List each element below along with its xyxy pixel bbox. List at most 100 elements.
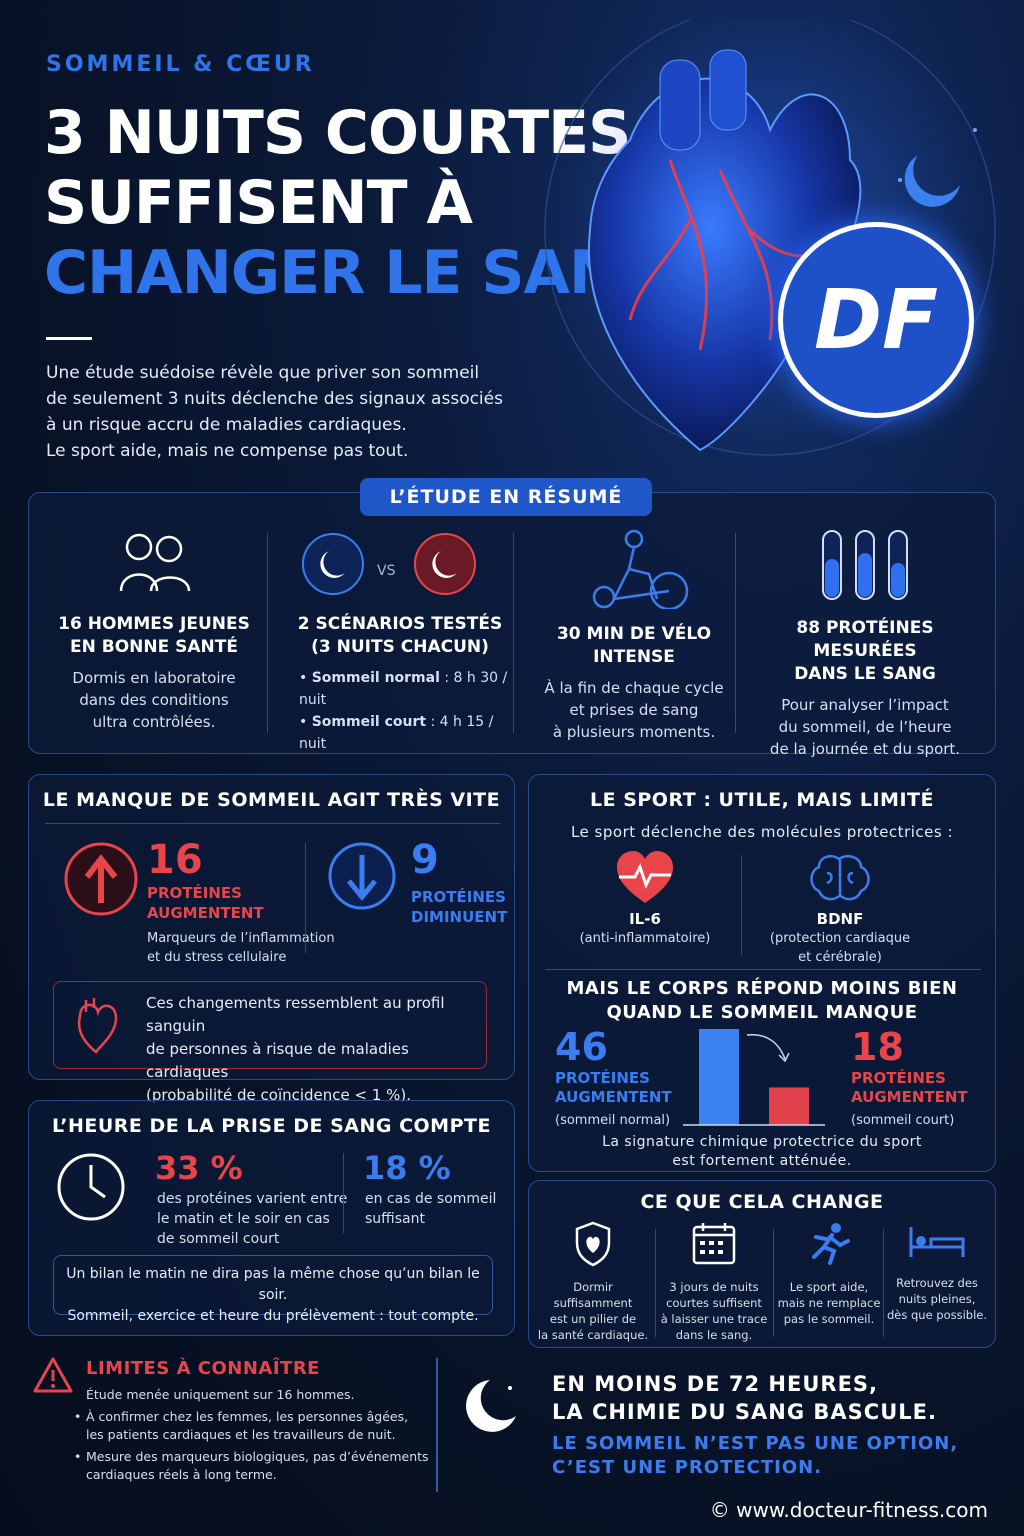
protein-bar-chart bbox=[683, 1029, 825, 1126]
limit-bullet: • Mesure des marqueurs biologiques, pas d… bbox=[74, 1449, 429, 1482]
clock-icon bbox=[57, 1153, 125, 1221]
label-line: AUGMENTENT bbox=[851, 1088, 968, 1106]
text-line: des protéines varient entre bbox=[157, 1191, 348, 1207]
col-desc: et prises de sang bbox=[569, 701, 699, 719]
text-line: courtes suffisent bbox=[666, 1296, 762, 1310]
text-line: Un bilan le matin ne dira pas la même ch… bbox=[66, 1266, 480, 1303]
title-line-2: SUFFISENT À bbox=[44, 168, 473, 238]
section-title: LE MANQUE DE SOMMEIL AGIT TRÈS VITE bbox=[42, 789, 501, 811]
moon-icon bbox=[466, 1380, 516, 1432]
percent-normal-desc: en cas de sommeil suffisant bbox=[365, 1189, 496, 1229]
change-item: Dormir suffisamment est un pilier de la sa… bbox=[537, 1221, 649, 1343]
col-title: 88 PROTÉINES MESURÉES bbox=[796, 618, 934, 661]
moon-icon bbox=[904, 155, 960, 207]
label-line: AUGMENTENT bbox=[555, 1088, 672, 1106]
text-line: dès que possible. bbox=[886, 1308, 988, 1322]
divider bbox=[305, 843, 306, 953]
moon-vs-moon-icon bbox=[302, 533, 476, 595]
text-line: La signature chimique protectrice du spo… bbox=[602, 1134, 922, 1150]
change-items: Dormir suffisamment est un pilier de la sa… bbox=[537, 1221, 989, 1343]
increase-count: 16 bbox=[147, 837, 203, 883]
kicker: SOMMEIL & CŒUR bbox=[46, 52, 315, 77]
molecule-bdnf-desc: (protection cardiaque et cérébrale) bbox=[755, 929, 925, 967]
col-desc: à plusieurs moments. bbox=[552, 723, 716, 741]
change-item: 3 jours de nuits courtes suffisent à laiss… bbox=[659, 1221, 769, 1343]
divider bbox=[436, 1358, 438, 1492]
scenario-value: : 4 h 15 / nuit bbox=[299, 714, 494, 752]
limits-title: LIMITES À CONNAÎTRE bbox=[86, 1358, 320, 1379]
text-line: suffisant bbox=[365, 1211, 425, 1227]
arrow-down-icon bbox=[328, 842, 396, 910]
change-item: Le sport aide, mais ne remplace pas le som… bbox=[777, 1221, 881, 1327]
text-line: À confirmer chez les femmes, les personn… bbox=[86, 1409, 409, 1424]
text-line: et cérébrale) bbox=[798, 950, 882, 965]
divider bbox=[545, 969, 981, 970]
bar-short-sleep bbox=[769, 1087, 809, 1125]
study-col-scenarios: VS 2 SCÉNARIOS TESTÉS (3 NUITS CHACUN) • … bbox=[285, 529, 515, 755]
people-icon bbox=[119, 533, 191, 592]
percent-normal-sleep: 18 % bbox=[363, 1149, 451, 1187]
text-line: est un pilier de bbox=[549, 1312, 637, 1326]
intro-line: à un risque accru de maladies cardiaques… bbox=[46, 415, 407, 435]
text-line: cardiaques réels à long terme. bbox=[86, 1467, 277, 1482]
label-line: PROTÉINES bbox=[851, 1069, 946, 1087]
markers-text: Marqueurs de l’inflammation et du stress … bbox=[147, 929, 335, 967]
time-note: Un bilan le matin ne dira pas la même ch… bbox=[53, 1255, 493, 1324]
divider bbox=[343, 1153, 344, 1233]
text-line: de sommeil court bbox=[157, 1231, 280, 1247]
proteins-normal-count: 46 bbox=[555, 1025, 608, 1069]
text-line: est fortement atténuée. bbox=[672, 1153, 852, 1169]
text-line: Retrouvez des bbox=[896, 1276, 978, 1290]
col-title: INTENSE bbox=[593, 647, 675, 667]
col-desc: du sommeil, de l’heure bbox=[778, 718, 952, 736]
outro-text: EN MOINS DE 72 HEURES, LA CHIMIE DU SANG… bbox=[552, 1370, 958, 1480]
title-rule bbox=[46, 337, 92, 340]
scenario-label: Sommeil normal bbox=[311, 670, 440, 686]
text-line: le matin et le soir en cas bbox=[157, 1211, 330, 1227]
what-changes-panel: CE QUE CELA CHANGE Dormir suffisamment es… bbox=[528, 1180, 996, 1348]
calendar-icon bbox=[692, 1223, 736, 1265]
study-col-bike: 30 MIN DE VÉLO INTENSE À la fin de chaque… bbox=[519, 529, 749, 743]
study-col-participants: 16 HOMMES JEUNES EN BONNE SANTÉ Dormis en… bbox=[39, 529, 269, 733]
warning-icon bbox=[33, 1357, 73, 1393]
text-line: Ces changements ressemblent au profil sa… bbox=[146, 994, 445, 1035]
sport-subtitle: Le sport déclenche des molécules protect… bbox=[570, 823, 954, 841]
divider bbox=[655, 1229, 656, 1337]
molecule-il6: IL-6 bbox=[629, 910, 661, 928]
text-line: à laisser une trace bbox=[660, 1312, 768, 1326]
risk-note: Ces changements ressemblent au profil sa… bbox=[53, 981, 487, 1104]
text-line: Étude menée uniquement sur 16 hommes. bbox=[86, 1387, 355, 1402]
text-line: (protection cardiaque bbox=[769, 931, 911, 946]
text-line: Sommeil, exercice et heure du prélèvemen… bbox=[67, 1308, 479, 1324]
text-line: Le sport aide, bbox=[789, 1280, 869, 1294]
molecule-il6-desc: (anti-inflammatoire) bbox=[579, 931, 711, 946]
col-title: 2 SCÉNARIOS TESTÉS bbox=[297, 614, 503, 634]
text-line: Mesure des marqueurs biologiques, pas d’… bbox=[86, 1449, 429, 1464]
outro-line: LA CHIMIE DU SANG BASCULE. bbox=[552, 1400, 937, 1424]
df-logo-text: DF bbox=[813, 272, 939, 368]
divider bbox=[735, 533, 736, 733]
intro-line: de seulement 3 nuits déclenche des signa… bbox=[46, 389, 503, 409]
text-line: Dormir suffisamment bbox=[553, 1280, 633, 1310]
col-desc: dans des conditions bbox=[79, 691, 229, 709]
text-line: MAIS LE CORPS RÉPOND MOINS BIEN bbox=[566, 978, 958, 999]
sport-subtitle-2: MAIS LE CORPS RÉPOND MOINS BIEN QUAND LE … bbox=[529, 977, 995, 1025]
text-line: et du stress cellulaire bbox=[147, 950, 287, 965]
decrease-label: PROTÉINES DIMINUENT bbox=[411, 887, 507, 927]
col-title: 30 MIN DE VÉLO bbox=[556, 624, 712, 644]
proteins-short-note: (sommeil court) bbox=[851, 1113, 955, 1128]
col-desc: ultra contrôlées. bbox=[92, 713, 216, 731]
limits-text: Étude menée uniquement sur 16 hommes. • À… bbox=[74, 1386, 429, 1484]
col-title: 16 HOMMES JEUNES bbox=[58, 614, 250, 634]
divider bbox=[267, 533, 268, 733]
intro-line: Le sport aide, mais ne compense pas tout… bbox=[46, 441, 409, 461]
text-line: 3 jours de nuits bbox=[669, 1280, 759, 1294]
heart-pulse-icon bbox=[617, 851, 673, 903]
running-icon bbox=[812, 1223, 850, 1265]
heart-outline-icon bbox=[77, 998, 118, 1054]
text-line: QUAND LE SOMMEIL MANQUE bbox=[606, 1002, 918, 1023]
footer-url[interactable]: © www.docteur-fitness.com bbox=[709, 1498, 988, 1522]
text-line: les patients cardiaques et les travaille… bbox=[86, 1427, 396, 1442]
col-title: (3 NUITS CHACUN) bbox=[311, 637, 489, 657]
col-desc: À la fin de chaque cycle bbox=[544, 679, 724, 697]
